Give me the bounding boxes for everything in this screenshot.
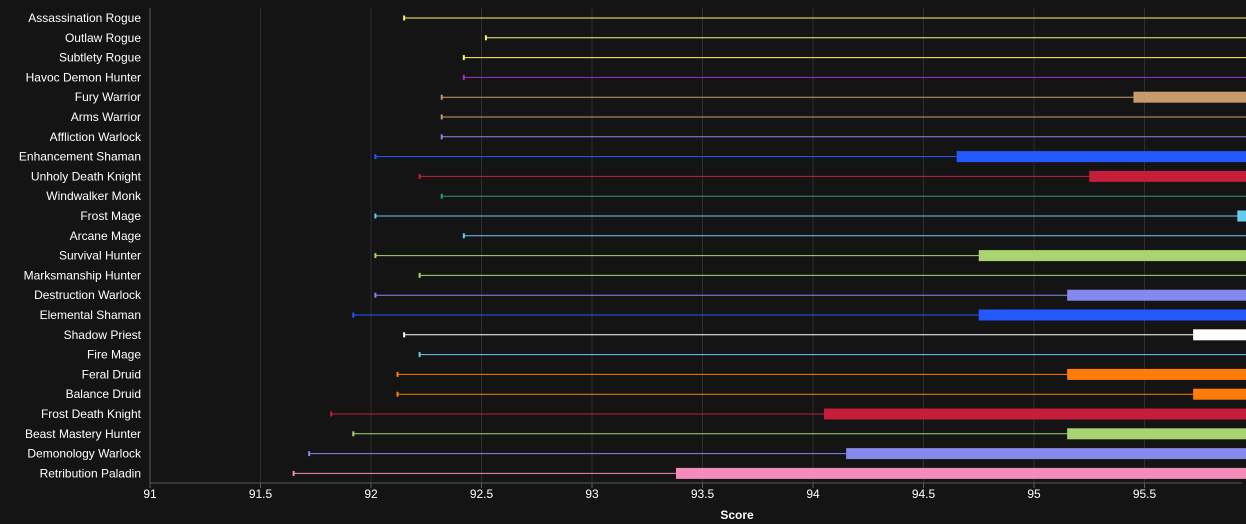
category-label: Beast Mastery Hunter bbox=[25, 427, 141, 441]
box-series-item[interactable] bbox=[462, 230, 1246, 241]
iqr-box bbox=[956, 151, 1246, 163]
box-series-item[interactable] bbox=[308, 448, 1246, 460]
category-label: Frost Death Knight bbox=[41, 407, 142, 421]
iqr-box bbox=[1067, 428, 1246, 440]
box-series-item[interactable] bbox=[396, 388, 1246, 400]
x-tick-label: 91 bbox=[143, 487, 157, 501]
box-series-item[interactable] bbox=[440, 91, 1246, 103]
category-label: Elemental Shaman bbox=[40, 308, 141, 322]
category-label: Arms Warrior bbox=[71, 110, 141, 124]
x-tick-label: 93 bbox=[585, 487, 599, 501]
iqr-box bbox=[1237, 210, 1246, 222]
box-series bbox=[292, 13, 1246, 479]
x-tick-label: 94.5 bbox=[912, 487, 936, 501]
box-series-item[interactable] bbox=[403, 13, 1246, 24]
iqr-box bbox=[1193, 388, 1246, 400]
category-label: Frost Mage bbox=[80, 209, 141, 223]
iqr-box bbox=[1067, 368, 1246, 380]
box-series-item[interactable] bbox=[462, 52, 1246, 63]
category-label: Survival Hunter bbox=[59, 249, 141, 263]
box-series-item[interactable] bbox=[484, 32, 1246, 43]
iqr-box bbox=[824, 408, 1246, 420]
x-axis-title: Score bbox=[720, 508, 754, 522]
grid-lines bbox=[149, 8, 1145, 483]
iqr-box bbox=[1067, 289, 1246, 301]
category-label: Subtlety Rogue bbox=[59, 51, 141, 65]
category-label: Havoc Demon Hunter bbox=[26, 70, 141, 84]
x-tick-label: 95 bbox=[1027, 487, 1041, 501]
box-series-item[interactable] bbox=[418, 170, 1246, 182]
category-label: Fire Mage bbox=[87, 348, 141, 362]
category-label: Assassination Rogue bbox=[28, 11, 141, 25]
iqr-box bbox=[978, 250, 1246, 262]
x-tick-label: 93.5 bbox=[691, 487, 715, 501]
box-series-item[interactable] bbox=[440, 191, 1246, 202]
box-series-item[interactable] bbox=[440, 112, 1246, 123]
box-series-item[interactable] bbox=[374, 210, 1246, 222]
category-label: Fury Warrior bbox=[75, 90, 141, 104]
box-series-item[interactable] bbox=[352, 428, 1246, 440]
category-label: Shadow Priest bbox=[64, 328, 142, 342]
iqr-box bbox=[1133, 91, 1246, 103]
category-label: Demonology Warlock bbox=[27, 447, 142, 461]
category-label: Outlaw Rogue bbox=[65, 31, 141, 45]
category-label: Unholy Death Knight bbox=[31, 169, 142, 183]
category-label: Marksmanship Hunter bbox=[24, 268, 141, 282]
category-labels: Assassination Rogue Outlaw Rogue Subtlety … bbox=[19, 11, 142, 480]
box-series-item[interactable] bbox=[352, 309, 1246, 321]
iqr-box bbox=[846, 448, 1246, 460]
x-tick-label: 92.5 bbox=[470, 487, 494, 501]
box-series-item[interactable] bbox=[403, 329, 1246, 341]
box-series-item[interactable] bbox=[462, 72, 1246, 83]
category-label: Retribution Paladin bbox=[40, 466, 141, 480]
x-axis: 9191.59292.59393.59494.59595.59696.59797… bbox=[143, 8, 1242, 501]
box-series-item[interactable] bbox=[374, 151, 1246, 163]
category-label: Arcane Mage bbox=[70, 229, 142, 243]
category-label: Windwalker Monk bbox=[46, 189, 142, 203]
iqr-box bbox=[675, 467, 1246, 479]
x-tick-label: 91.5 bbox=[249, 487, 273, 501]
iqr-box bbox=[978, 309, 1246, 321]
category-label: Balance Druid bbox=[66, 387, 141, 401]
box-series-item[interactable] bbox=[330, 408, 1246, 420]
x-tick-label: 95.5 bbox=[1133, 487, 1157, 501]
box-series-item[interactable] bbox=[440, 131, 1246, 142]
category-label: Destruction Warlock bbox=[34, 288, 142, 302]
box-series-item[interactable] bbox=[374, 289, 1246, 301]
box-series-item[interactable] bbox=[418, 349, 1246, 360]
box-series-item[interactable] bbox=[418, 270, 1246, 281]
category-label: Affliction Warlock bbox=[50, 130, 142, 144]
box-series-item[interactable] bbox=[292, 467, 1246, 479]
x-tick-label: 94 bbox=[806, 487, 820, 501]
x-tick-label: 92 bbox=[364, 487, 378, 501]
box-series-item[interactable] bbox=[374, 250, 1246, 262]
box-series-item[interactable] bbox=[396, 368, 1246, 380]
category-label: Feral Druid bbox=[82, 367, 141, 381]
iqr-box bbox=[1089, 170, 1246, 182]
category-label: Enhancement Shaman bbox=[19, 150, 141, 164]
iqr-box bbox=[1193, 329, 1246, 341]
